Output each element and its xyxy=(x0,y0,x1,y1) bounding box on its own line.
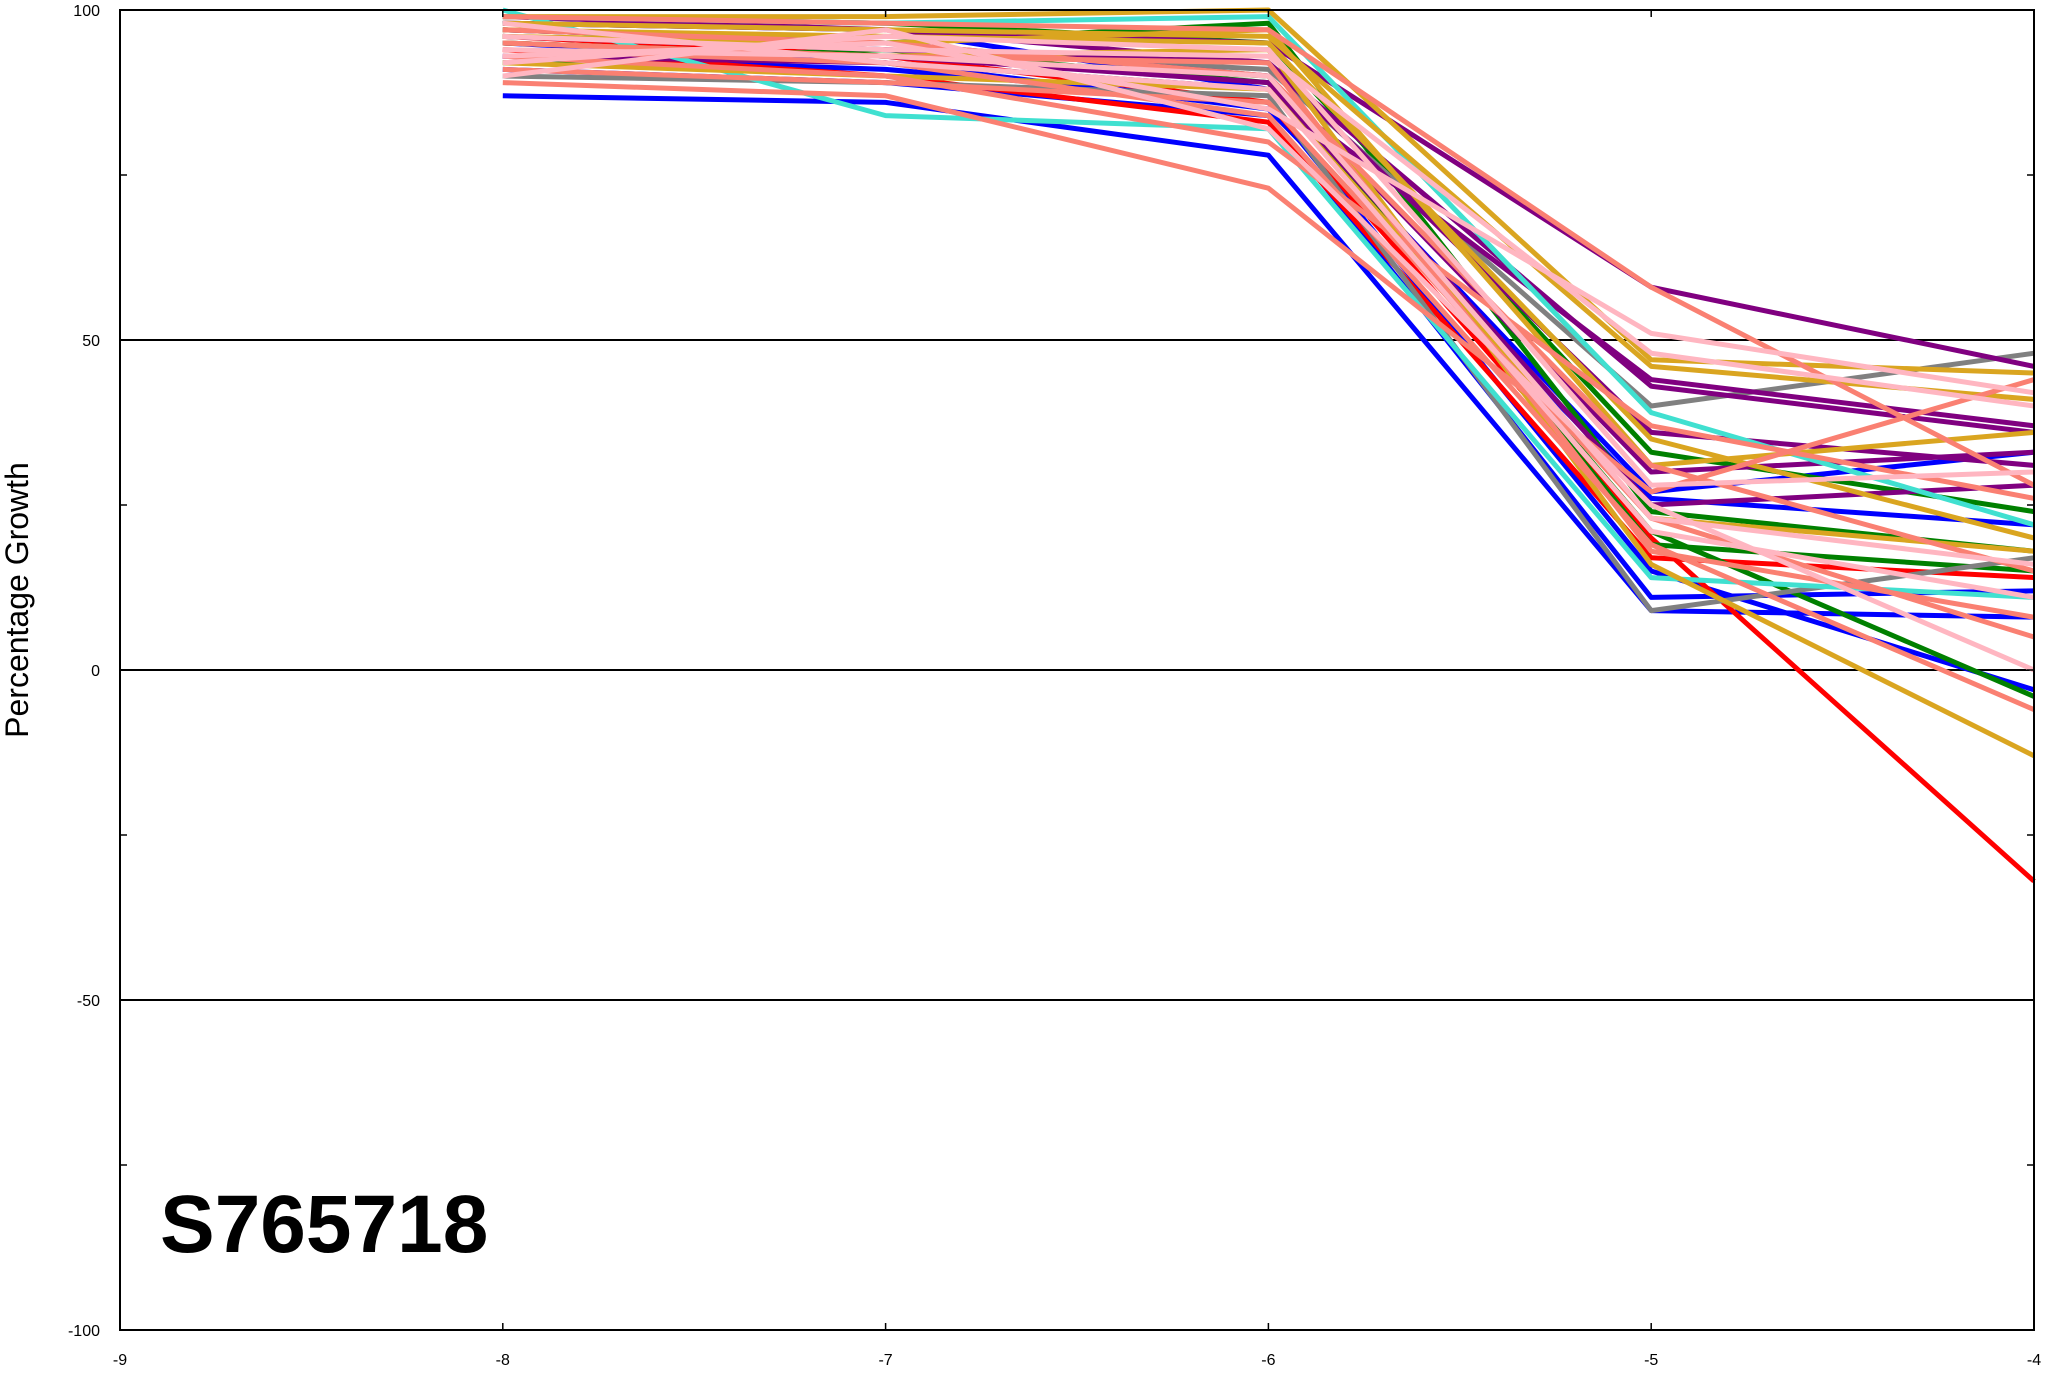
axis-ticks: -9 -8 -7 -6 -5 -4 100 50 0 -50 -100 xyxy=(68,3,2041,1369)
y-tick-label: -100 xyxy=(68,1323,100,1340)
compound-label: S765718 xyxy=(160,1179,488,1270)
series-line-27 xyxy=(502,80,2035,495)
series-line-38 xyxy=(502,20,2035,600)
series-line-22 xyxy=(502,20,2035,402)
y-axis-title: Percentage Growth xyxy=(0,462,35,738)
y-tick-label: 100 xyxy=(73,3,100,20)
series-lines xyxy=(502,7,2036,884)
x-tick-label: -4 xyxy=(2027,1352,2041,1369)
series-line-30 xyxy=(502,53,2035,501)
series-line-39 xyxy=(502,47,2035,567)
x-tick-label: -5 xyxy=(1644,1352,1658,1369)
y-tick-label: -50 xyxy=(77,993,100,1010)
gridlines xyxy=(120,339,2034,1001)
x-tick-label: -8 xyxy=(496,1352,510,1369)
x-tick-label: -9 xyxy=(113,1352,127,1369)
series-line-28 xyxy=(502,47,2035,712)
series-line-37 xyxy=(502,33,2035,488)
y-tick-label: 50 xyxy=(82,333,100,350)
series-line-24 xyxy=(502,27,2035,541)
y-tick-label: 0 xyxy=(91,663,100,680)
x-tick-label: -7 xyxy=(878,1352,892,1369)
x-tick-label: -6 xyxy=(1261,1352,1275,1369)
